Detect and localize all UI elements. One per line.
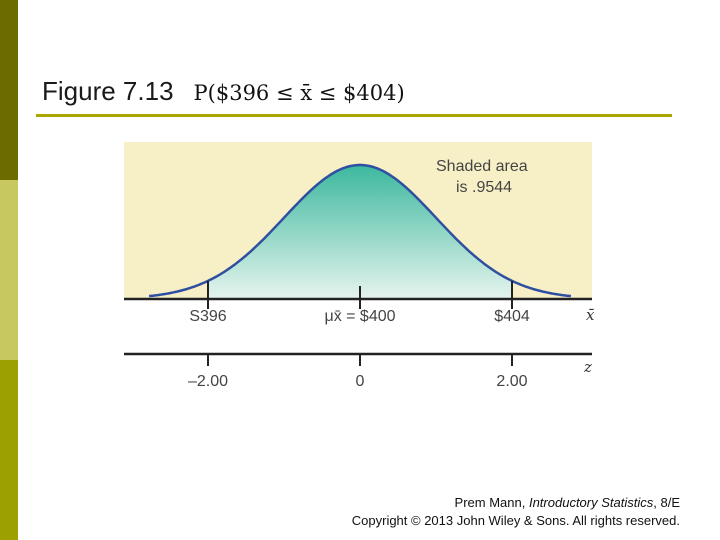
- sidebar-segment-middle: [0, 180, 18, 360]
- x-axis-ticks: S396 μx̄ = $400 $404: [189, 280, 530, 325]
- x-tick-label-0: S396: [189, 308, 226, 325]
- z-axis-ticks: –2.00 0 2.00: [188, 354, 528, 390]
- z-tick-label-1: 0: [356, 373, 365, 390]
- sidebar-segment-top: [0, 0, 18, 180]
- copyright-credit: Prem Mann, Introductory Statistics, 8/E …: [352, 494, 680, 530]
- title-underline: [36, 114, 672, 117]
- sidebar-segment-bottom: [0, 360, 18, 540]
- normal-curve: [148, 163, 572, 298]
- x-axis-label: x̄: [586, 306, 595, 324]
- shaded-area-annotation: Shaded area is .9544: [436, 158, 528, 196]
- book-title: Introductory Statistics: [528, 495, 654, 510]
- z-tick-label-0: –2.00: [188, 373, 228, 390]
- z-tick-label-2: 2.00: [496, 373, 527, 390]
- credit-book-line: Prem Mann, Introductory Statistics, 8/E: [454, 495, 680, 510]
- shaded-area: [208, 165, 512, 299]
- x-tick-label-1: μx̄ = $400: [324, 308, 395, 325]
- figure-label: Figure 7.13: [42, 76, 174, 106]
- x-tick-label-2: $404: [494, 308, 530, 325]
- slide-title: Figure 7.13 P($396 ≤ x̄ ≤ $404): [42, 76, 405, 112]
- sidebar-stripe: [0, 0, 18, 540]
- copyright-line: Copyright © 2013 John Wiley & Sons. All …: [351, 513, 680, 528]
- z-axis-label: z: [583, 358, 592, 376]
- probability-formula: P($396 ≤ x̄ ≤ $404): [193, 81, 405, 105]
